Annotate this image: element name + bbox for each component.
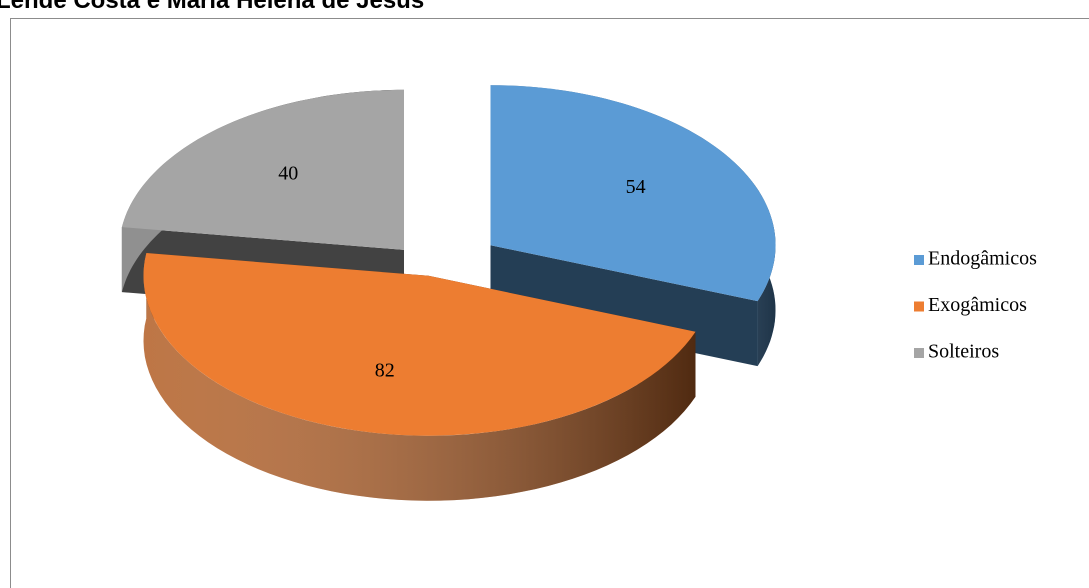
data-label: 54 [626,176,646,198]
legend-swatch [914,255,924,265]
legend-label: Solteiros [928,341,999,363]
slice [143,253,696,436]
legend-swatch [914,348,924,358]
legend-label: Endogâmicos [928,248,1037,270]
slice [490,85,776,302]
data-label: 82 [375,359,395,381]
slice-wall-shade [143,253,696,501]
legend-swatch [914,301,924,312]
legend-label: Exogâmicos [928,294,1027,316]
slice [121,89,405,250]
chart-title: Lende Costa e Maria Helena de Jesus [0,0,424,14]
data-label: 40 [278,162,298,184]
